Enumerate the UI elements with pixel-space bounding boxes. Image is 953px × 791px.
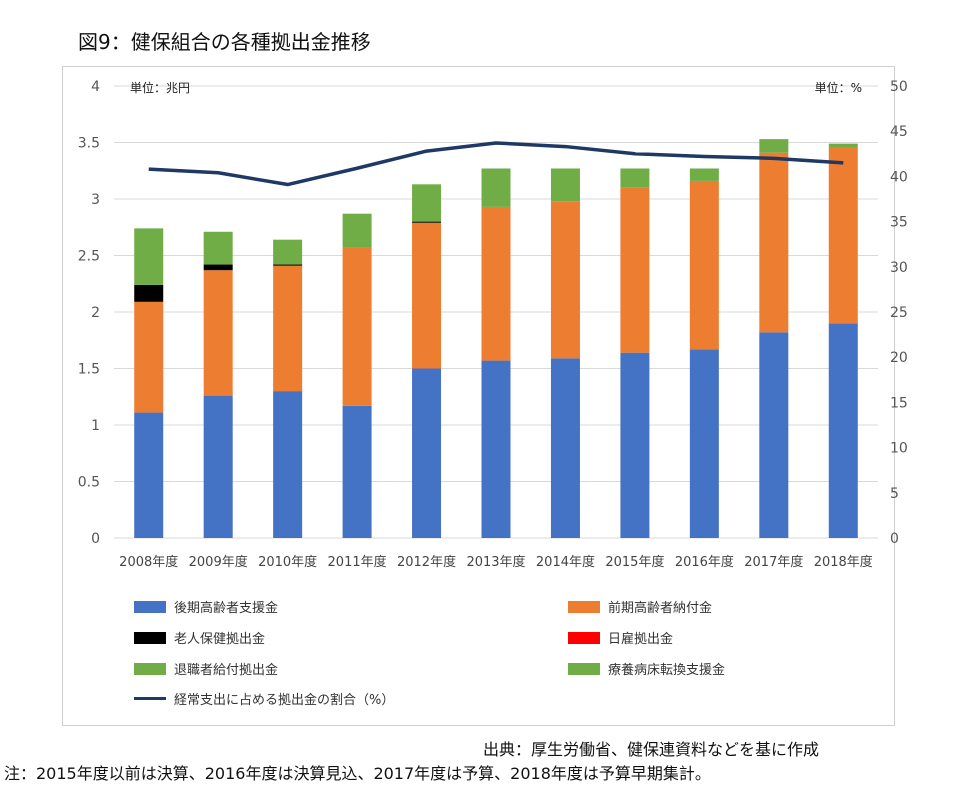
legend-item-line: 経常支出に占める拠出金の割合（%） (134, 689, 394, 708)
bar-segment (273, 265, 303, 392)
bar-segment (134, 228, 164, 285)
bar-segment (620, 168, 650, 188)
y-left-tick-label: 0 (91, 531, 100, 547)
bar-segment (481, 360, 511, 538)
bar-segment (134, 284, 164, 302)
bar-segment (481, 206, 511, 361)
ratio-line (148, 141, 844, 187)
bar-segment (412, 222, 442, 369)
x-tick-label: 2016年度 (675, 554, 734, 570)
bar-segment (412, 184, 442, 222)
bar-segment (550, 201, 580, 359)
y-right-tick-label: 25 (890, 305, 908, 321)
y-left-tick-label: 2 (91, 305, 100, 321)
legend-swatch (568, 631, 600, 644)
bar-segment (759, 152, 789, 333)
bar-segment (689, 168, 719, 181)
y-right-tick-label: 40 (890, 169, 908, 185)
y-left-tick-label: 1 (91, 418, 100, 434)
legend-label: 経常支出に占める拠出金の割合（%） (174, 693, 395, 708)
legend-label: 日雇拠出金 (608, 632, 674, 647)
legend-swatch (568, 600, 600, 613)
legend-swatch (134, 600, 166, 613)
bar-segment (828, 323, 858, 538)
y-left-tick-label: 4 (91, 79, 100, 95)
x-tick-label: 2010年度 (258, 554, 317, 570)
bar-segment (342, 405, 372, 538)
bar-segment (134, 412, 164, 538)
bar-segment (481, 168, 511, 207)
x-tick-label: 2017年度 (744, 554, 803, 570)
y-left-tick-label: 3 (91, 192, 100, 208)
x-tick-label: 2012年度 (397, 554, 456, 570)
y-right-tick-label: 35 (890, 215, 908, 231)
y-left-tick-label: 3.5 (78, 136, 100, 152)
legend-swatch (134, 662, 166, 675)
bar-segment (412, 368, 442, 538)
bar-segment (342, 213, 372, 248)
bar-segment (550, 358, 580, 538)
left-unit-label: 単位：兆円 (130, 80, 190, 95)
y-right-tick-label: 20 (890, 350, 908, 366)
legend-line-swatch (134, 697, 166, 700)
bar-segment (412, 221, 442, 223)
legend-label: 老人保健拠出金 (174, 632, 266, 647)
y-right-tick-label: 15 (890, 395, 908, 411)
source-text: 出典：厚生労働省、健保連資料などを基に作成 (483, 740, 820, 759)
legend-item: 療養病床転換支援金 (568, 659, 725, 678)
legend-swatch (134, 631, 166, 644)
legend-item: 老人保健拠出金 (134, 628, 265, 647)
bar-segment (620, 187, 650, 353)
bar-segment (828, 147, 858, 324)
x-tick-label: 2015年度 (605, 554, 664, 570)
bar-segment (203, 231, 233, 265)
x-tick-label: 2013年度 (466, 554, 525, 570)
legend-item: 日雇拠出金 (568, 628, 673, 647)
bar-segment (273, 264, 303, 266)
note-text: 注：2015年度以前は決算、2016年度は決算見込、2017年度は予算、2018… (4, 764, 711, 783)
x-tick-label: 2008年度 (119, 554, 178, 570)
bar-segment (203, 264, 233, 271)
y-right-tick-label: 45 (890, 124, 908, 140)
x-tick-label: 2009年度 (189, 554, 248, 570)
bar-segment (689, 180, 719, 350)
bar-segment (342, 247, 372, 406)
bar-segment (134, 301, 164, 413)
legend-item: 後期高齢者支援金 (134, 597, 278, 616)
legend-swatch (568, 662, 600, 675)
bar-segment (759, 139, 789, 153)
legend-label: 療養病床転換支援金 (608, 663, 726, 678)
bar-segment (273, 391, 303, 538)
bar-segment (273, 239, 303, 265)
y-right-tick-label: 5 (890, 486, 899, 502)
y-right-tick-label: 10 (890, 441, 908, 457)
y-left-tick-label: 0.5 (78, 475, 100, 491)
bar-segment (620, 352, 650, 538)
bar-segment (759, 332, 789, 538)
x-tick-label: 2011年度 (328, 554, 387, 570)
y-right-tick-label: 50 (890, 79, 908, 95)
bar-segment (203, 270, 233, 396)
y-left-tick-label: 2.5 (78, 249, 100, 265)
bar-segment (828, 143, 858, 148)
legend-label: 後期高齢者支援金 (174, 601, 279, 616)
x-tick-label: 2014年度 (536, 554, 595, 570)
bar-segment (689, 349, 719, 538)
bar-segment (203, 395, 233, 538)
x-tick-label: 2018年度 (814, 554, 873, 570)
y-right-tick-label: 0 (890, 531, 899, 547)
bar-segment (550, 168, 580, 202)
legend-item: 退職者給付拠出金 (134, 659, 278, 678)
chart-title: 図9：健保組合の各種拠出金推移 (78, 30, 371, 54)
y-left-tick-label: 1.5 (78, 362, 100, 378)
legend-label: 退職者給付拠出金 (174, 663, 279, 678)
right-unit-label: 単位：% (815, 80, 862, 95)
legend-label: 前期高齢者納付金 (608, 601, 713, 616)
chart-frame (62, 66, 895, 726)
legend-item: 前期高齢者納付金 (568, 597, 712, 616)
y-right-tick-label: 30 (890, 260, 908, 276)
